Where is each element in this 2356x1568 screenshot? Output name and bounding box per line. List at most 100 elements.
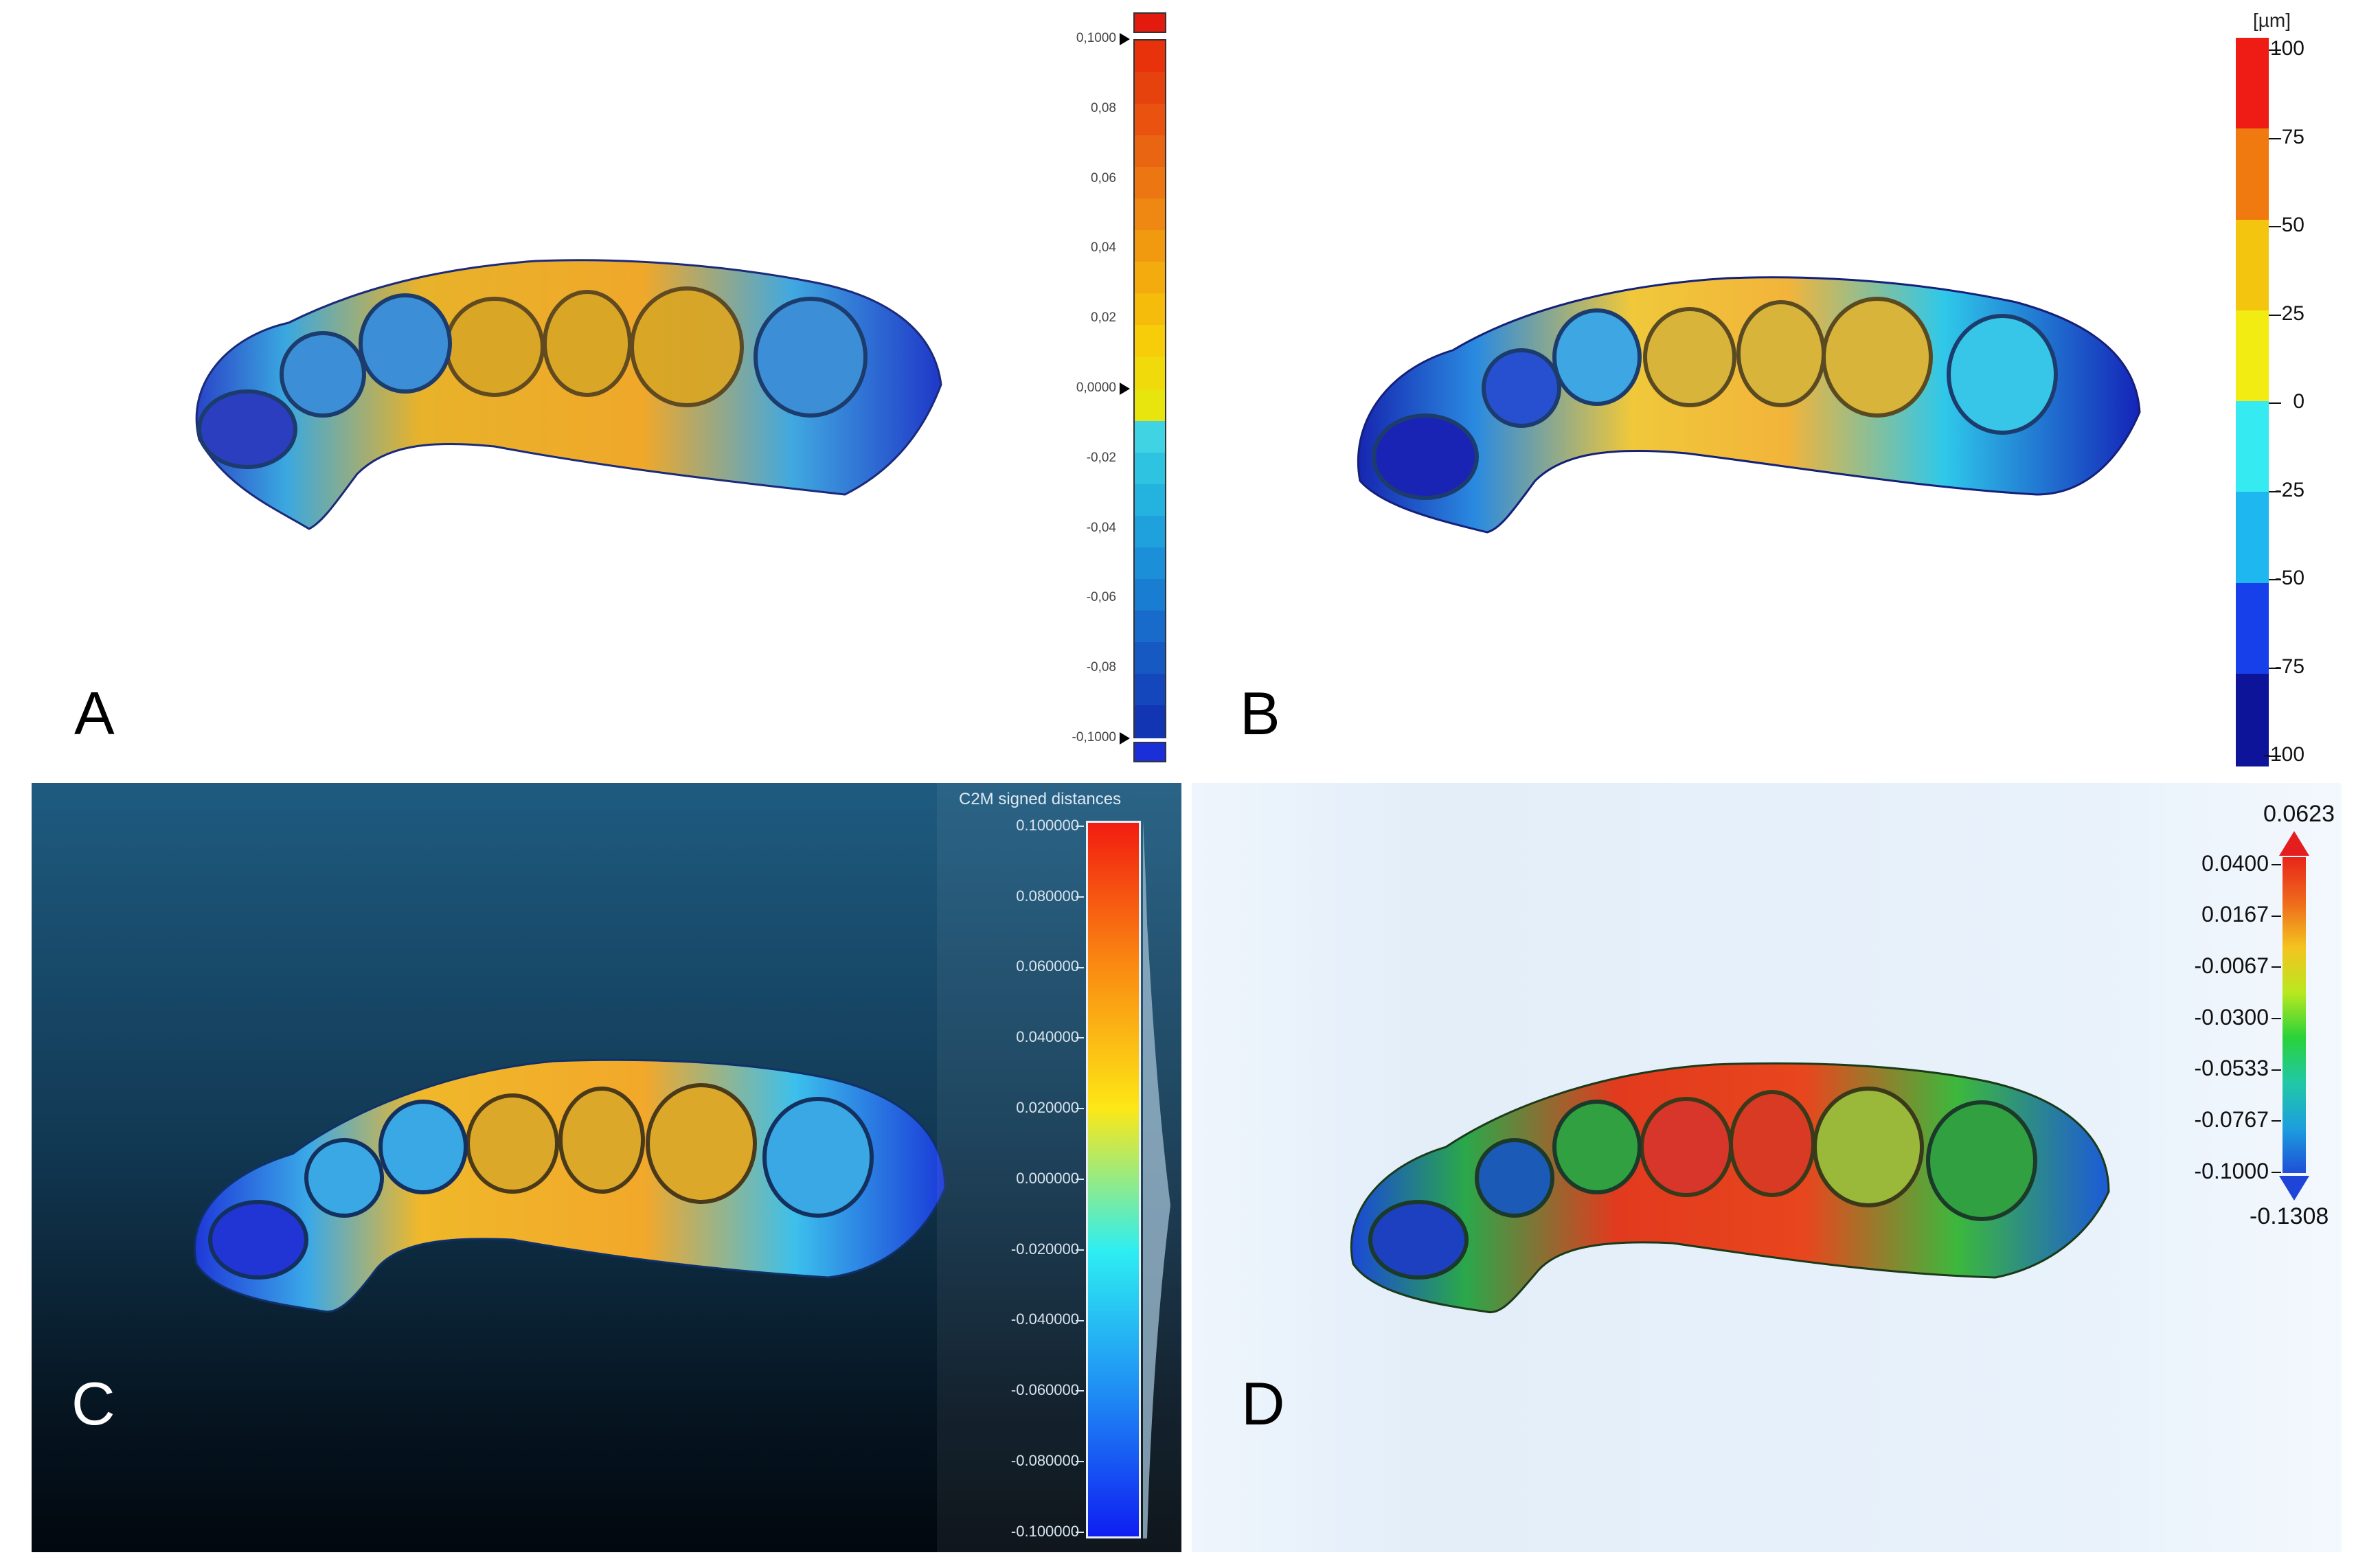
panel-letter-a: A	[74, 679, 115, 747]
scale-tick-mark	[1076, 1532, 1084, 1533]
panel-d: 0.0623 -0.1308 0.0400 0.0167 -0.0067 -0.030…	[1192, 783, 2342, 1552]
scale-tick-mark	[2269, 314, 2281, 316]
scale-pointer-icon	[1120, 383, 1130, 395]
color-bar-segment	[1135, 198, 1165, 231]
color-bar-segment	[1135, 642, 1165, 675]
color-bar-segment	[1135, 356, 1165, 389]
panel-letter-c: C	[71, 1370, 115, 1438]
scale-tick-label: -0,1000	[1072, 730, 1116, 745]
histogram-c	[1143, 821, 1170, 1538]
scale-tick-label: -0.0300	[2194, 1004, 2269, 1030]
scale-tick-label: 0,1000	[1076, 31, 1116, 45]
scale-tick-mark	[2272, 1172, 2281, 1173]
panel-a: 0,1000 0,08 0,06 0,04 0,02 0,0000 -0,02 -0,04 -0…	[0, 0, 1178, 783]
color-bar-segment	[2236, 38, 2269, 131]
scale-min-d: -0.1308	[2250, 1203, 2329, 1229]
scale-tick-label: -100	[2263, 743, 2304, 766]
scale-tick-label: 0,06	[1091, 170, 1116, 185]
color-bar-segment	[1135, 611, 1165, 644]
scale-tick-mark	[1076, 1461, 1084, 1463]
scale-tick-label: 0.040000	[1016, 1028, 1079, 1046]
dental-arch-model-a	[195, 259, 942, 530]
underflow-swatch-a	[1133, 742, 1166, 762]
scale-tick-label: -0.0067	[2194, 953, 2269, 979]
scale-tick-mark	[2269, 137, 2281, 139]
scale-tick-label: 0.080000	[1016, 887, 1079, 905]
scale-tick-label: -0,04	[1086, 520, 1116, 535]
scale-tick-mark	[2269, 579, 2281, 580]
scale-tick-label: -25	[2274, 478, 2304, 501]
scale-max-d: 0.0623	[2263, 801, 2335, 827]
scale-tick-label: 0.100000	[1016, 816, 1079, 834]
color-bar-segment	[1135, 230, 1165, 263]
scale-tick-label: -0.020000	[1010, 1240, 1079, 1258]
color-bar-a	[1133, 39, 1166, 389]
scale-title-c: C2M signed distances	[959, 790, 1122, 808]
scale-tick-mark	[2272, 966, 2281, 968]
scale-tick-mark	[1076, 1179, 1084, 1180]
scale-tick-mark	[1076, 896, 1084, 898]
scale-tick-mark	[2272, 1069, 2281, 1071]
color-bar-segment	[1135, 167, 1165, 200]
scale-tick-label: 0.0400	[2201, 850, 2269, 876]
scale-tick-label: -0.0533	[2194, 1056, 2269, 1081]
color-bar-segment	[1135, 547, 1165, 580]
color-bar-segment	[1135, 421, 1165, 454]
scale-tick-label: -0,02	[1086, 450, 1116, 465]
max-arrow-d	[2279, 831, 2309, 856]
scale-tick-label: -50	[2274, 567, 2304, 589]
scale-tick-mark	[2272, 915, 2281, 917]
scale-tick-label: 0,08	[1091, 100, 1116, 115]
color-bar-b	[2236, 38, 2269, 767]
scale-pointer-icon	[1120, 33, 1130, 45]
color-bar-segment	[1135, 293, 1165, 326]
color-bar-segment	[1135, 325, 1165, 358]
scale-tick-mark	[2269, 490, 2281, 492]
dental-arch-model-d	[1350, 1062, 2110, 1314]
scale-tick-label: -0.080000	[1010, 1452, 1079, 1469]
scale-unit-b: [µm]	[2253, 10, 2291, 31]
dental-arch-model-b	[1357, 276, 2141, 534]
scale-tick-label: 0.0167	[2201, 902, 2269, 927]
scale-tick-label: -0.040000	[1010, 1310, 1079, 1328]
color-bar-c	[1086, 821, 1141, 1538]
scale-tick-label: -0.060000	[1010, 1381, 1079, 1399]
scale-tick-label: -0.1000	[2194, 1158, 2269, 1183]
color-bar-segment	[1135, 705, 1165, 738]
scale-tick-mark	[1076, 1319, 1084, 1321]
scale-tick-label: 0.020000	[1016, 1099, 1079, 1116]
scale-tick-label: 0,0000	[1076, 380, 1116, 395]
color-bar-segment	[1135, 104, 1165, 137]
scale-tick-mark	[1076, 1108, 1084, 1110]
color-bar-segment	[1135, 453, 1165, 486]
scale-tick-label: -0,08	[1086, 660, 1116, 675]
scale-tick-label: 0.060000	[1016, 957, 1079, 975]
scale-tick-mark	[1076, 966, 1084, 968]
color-bar-segment	[1135, 579, 1165, 612]
scale-tick-label: 50	[2281, 214, 2304, 236]
scale-tick-label: 100	[2269, 37, 2304, 60]
overflow-swatch-a	[1133, 12, 1166, 33]
color-bar-segment	[1135, 262, 1165, 295]
scale-tick-mark	[2272, 1018, 2281, 1019]
color-bar-segment	[1135, 674, 1165, 707]
panel-letter-d: D	[1241, 1370, 1285, 1438]
color-bar-a-lower	[1133, 389, 1166, 738]
scale-tick-label: 0,02	[1091, 310, 1116, 326]
scale-tick-mark	[1076, 826, 1084, 827]
color-bar-segment	[1135, 516, 1165, 549]
color-bar-segment	[1135, 72, 1165, 105]
panel-c: C2M signed distances 0.100000 0.080000 0.0…	[32, 783, 1181, 1552]
scale-tick-mark	[2269, 755, 2281, 757]
color-bar-segment	[2236, 128, 2269, 222]
panel-b: [µm] 100 75 50 25 0 -25 -50 -75 -100 B	[1178, 0, 2356, 783]
scale-tick-mark	[2269, 402, 2281, 404]
scale-pointer-icon	[1120, 732, 1130, 745]
scale-tick-label: -0.100000	[1010, 1522, 1079, 1540]
color-bar-segment	[2236, 492, 2269, 585]
panel-letter-b: B	[1240, 679, 1280, 747]
scale-tick-mark	[2269, 49, 2281, 51]
scale-tick-mark	[1076, 1390, 1084, 1392]
color-bar-segment	[1135, 41, 1165, 73]
scale-tick-mark	[2272, 1120, 2281, 1122]
